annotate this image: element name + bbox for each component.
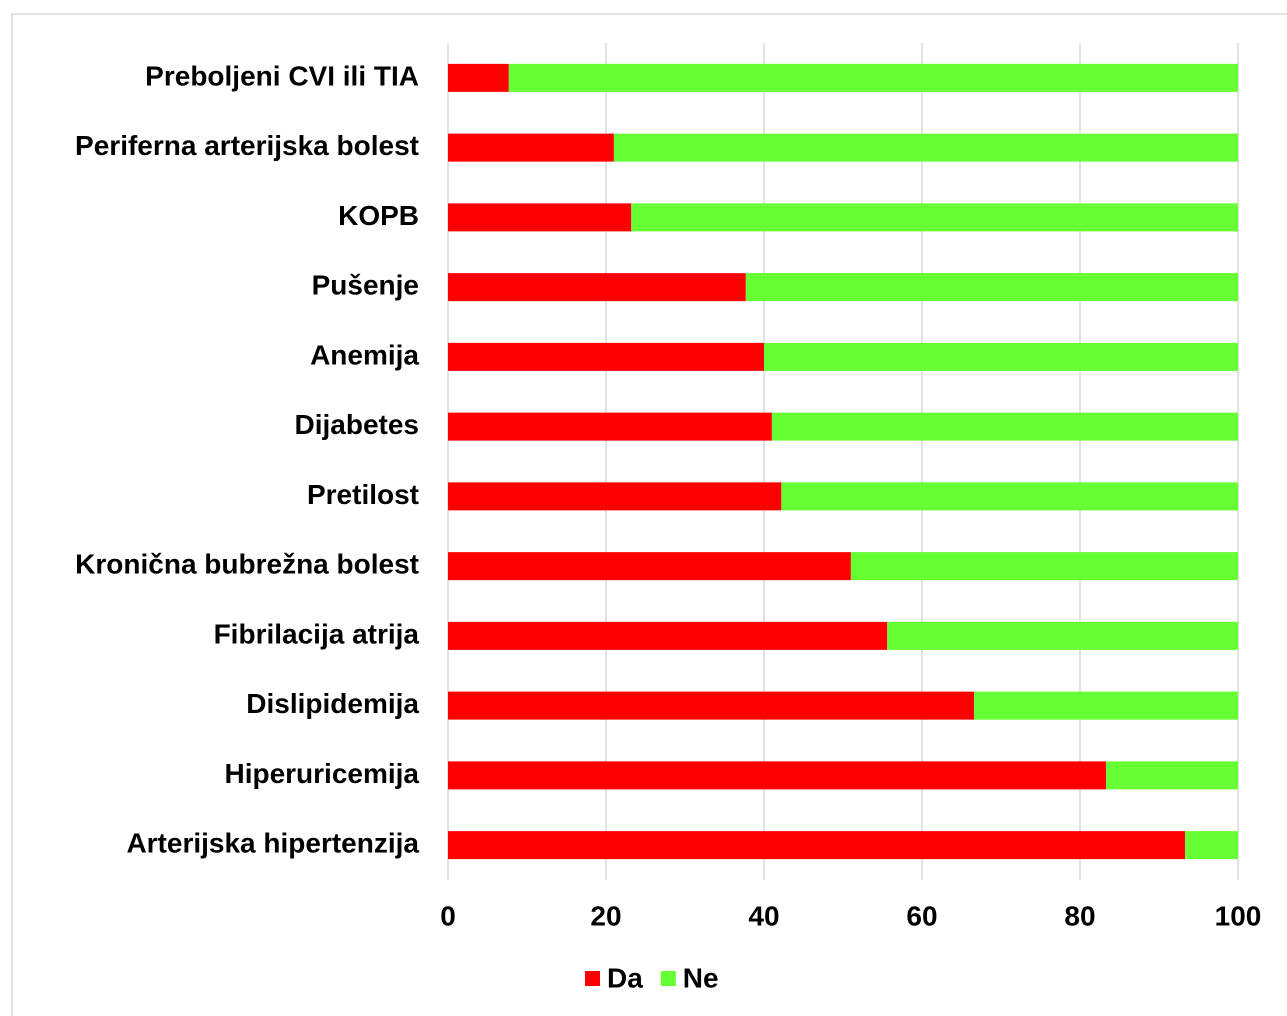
y-tick-label: Pretilost (307, 479, 419, 510)
y-tick-label: Kronična bubrežna bolest (75, 549, 419, 580)
bar-segment (448, 273, 746, 302)
y-tick-label: Hiperuricemija (224, 758, 419, 789)
y-tick-label: Dislipidemija (246, 688, 419, 719)
bar-segment (781, 482, 1238, 511)
legend-label: Da (607, 962, 643, 993)
bar-segment (508, 63, 1239, 92)
bar-segment (1106, 761, 1238, 790)
x-tick-label: 100 (1215, 900, 1262, 931)
x-tick-label: 60 (906, 900, 937, 931)
bar-segment (745, 273, 1238, 302)
bar-segment (850, 552, 1238, 581)
bar-segment (448, 203, 632, 232)
bar-segment (974, 691, 1238, 720)
bar-segment (771, 412, 1238, 441)
y-tick-label: Dijabetes (295, 409, 420, 440)
bar-segment (448, 342, 764, 371)
bar-segment (448, 831, 1186, 860)
bar-segment (448, 761, 1107, 790)
bar-segment (613, 133, 1238, 162)
y-tick-label: Arterijska hipertenzija (126, 828, 419, 859)
y-tick-label: Fibrilacija atrija (214, 618, 420, 649)
bar-segment (448, 133, 614, 162)
legend-swatch (660, 971, 676, 986)
bar-segment (1185, 831, 1238, 860)
y-tick-label: Periferna arterijska bolest (75, 130, 419, 161)
bar-segment (448, 63, 509, 92)
bar-segment (448, 412, 772, 441)
bar-segment (631, 203, 1238, 232)
legend-swatch (585, 971, 600, 986)
chart-border (11, 13, 1287, 1016)
legend-label: Ne (683, 962, 719, 993)
y-tick-label: Anemija (310, 339, 419, 370)
x-tick-label: 80 (1064, 900, 1095, 931)
bar-segment (448, 691, 975, 720)
x-tick-label: 40 (748, 900, 779, 931)
bar-segment (448, 552, 851, 581)
bar-segment (887, 621, 1238, 650)
y-tick-label: Preboljeni CVI ili TIA (145, 60, 419, 91)
x-tick-label: 0 (440, 900, 456, 931)
x-tick-label: 20 (590, 900, 621, 931)
bar-segment (764, 342, 1238, 371)
y-tick-label: Pušenje (312, 270, 419, 301)
y-tick-label: KOPB (338, 200, 419, 231)
bar-segment (448, 621, 888, 650)
bar-segment (448, 482, 782, 511)
